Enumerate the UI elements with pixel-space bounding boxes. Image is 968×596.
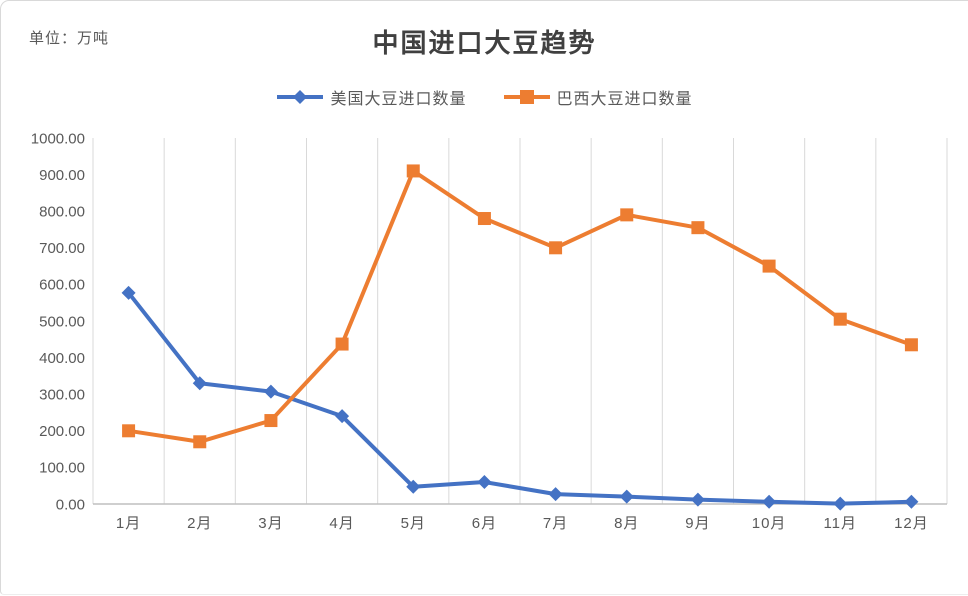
series-marker-diamond [690, 492, 705, 507]
series-marker-square [335, 337, 349, 351]
series-marker-square [477, 212, 491, 226]
y-tick-label: 700.00 [39, 240, 85, 257]
series-marker-diamond [833, 496, 848, 511]
legend: 美国大豆进口数量 巴西大豆进口数量 [1, 86, 968, 108]
x-tick-label: 7月 [543, 515, 568, 532]
series-marker-diamond [619, 489, 634, 504]
x-tick-label: 10月 [752, 515, 787, 532]
line-diamond-marker-icon [277, 90, 324, 104]
x-tick-label: 3月 [258, 515, 283, 532]
series-marker-square [904, 338, 918, 352]
x-tick-label: 9月 [685, 515, 710, 532]
legend-item-brazil: 巴西大豆进口数量 [503, 85, 693, 109]
y-tick-label: 0.00 [56, 496, 85, 513]
x-tick-label: 2月 [187, 515, 212, 532]
series-marker-diamond [263, 384, 278, 399]
series-marker-square [549, 241, 563, 255]
page-title: 中国进口大豆趋势 [372, 28, 597, 58]
series-marker-diamond [406, 479, 421, 494]
x-tick-label: 6月 [472, 515, 497, 532]
legend-label-us: 美国大豆进口数量 [330, 91, 467, 108]
series-marker-square [193, 435, 207, 449]
y-tick-label: 800.00 [39, 203, 85, 220]
series-line [126, 290, 914, 506]
series-marker-square [691, 221, 705, 235]
series-marker-diamond [762, 494, 777, 509]
legend-label-brazil: 巴西大豆进口数量 [556, 91, 693, 108]
unit-label: 单位：万吨 [29, 30, 110, 47]
x-tick-label: 4月 [329, 515, 354, 532]
series-marker-square [406, 164, 420, 178]
x-tick-label: 11月 [823, 515, 857, 532]
series-marker-square [122, 424, 136, 438]
y-tick-label: 1000.00 [31, 130, 85, 147]
y-tick-label: 500.00 [39, 313, 85, 330]
y-tick-label: 300.00 [39, 386, 85, 403]
legend-item-us: 美国大豆进口数量 [276, 85, 466, 109]
series-marker-diamond [192, 376, 207, 391]
series-marker-square [620, 208, 634, 222]
series-marker-diamond [477, 475, 492, 490]
y-tick-label: 100.00 [39, 460, 85, 477]
line-square-marker-icon [503, 90, 550, 104]
y-tick-label: 900.00 [39, 167, 85, 184]
y-tick-label: 400.00 [39, 350, 85, 367]
series-marker-diamond [335, 409, 350, 424]
x-tick-label: 8月 [614, 515, 639, 532]
series-marker-diamond [548, 487, 563, 502]
series-line [126, 168, 914, 444]
y-tick-label: 200.00 [39, 423, 85, 440]
x-tick-label: 1月 [116, 515, 141, 532]
x-tick-label: 12月 [894, 515, 929, 532]
series-marker-diamond [904, 494, 919, 509]
series-marker-square [762, 259, 776, 273]
y-tick-label: 600.00 [39, 277, 85, 294]
x-tick-label: 5月 [401, 515, 426, 532]
series-marker-diamond [121, 285, 136, 300]
series-marker-square [833, 312, 847, 326]
series-marker-square [264, 414, 278, 428]
